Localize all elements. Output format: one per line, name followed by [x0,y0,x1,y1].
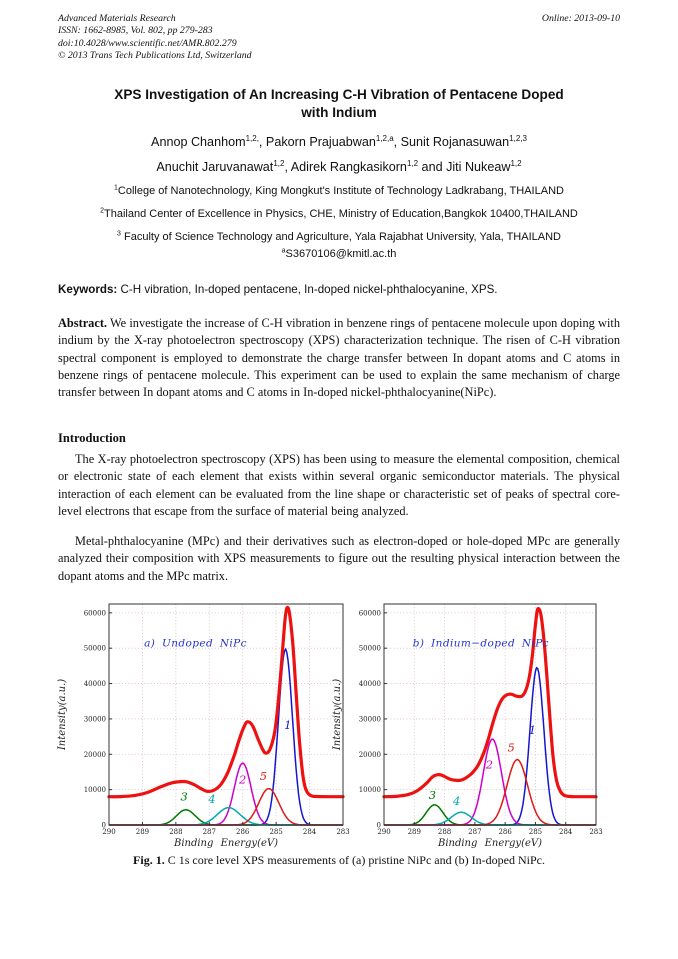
svg-text:289: 289 [136,828,149,836]
intro-paragraph-2: Metal-phthalocyanine (MPc) and their der… [58,534,620,583]
svg-text:5: 5 [260,769,267,783]
svg-text:30000: 30000 [84,715,106,723]
svg-text:283: 283 [336,828,349,836]
svg-text:287: 287 [203,828,216,836]
journal-header: Advanced Materials Research ISSN: 1662-8… [58,13,478,62]
svg-text:283: 283 [589,828,602,836]
svg-text:286: 286 [498,828,512,836]
keywords-line: Keywords: C-H vibration, In-doped pentac… [58,283,620,296]
author-line-2: Anuchit Jaruvanawat1,2, Adirek Rangkasik… [156,158,522,174]
svg-text:288: 288 [169,828,182,836]
paper-title: XPS Investigation of An Increasing C-H V… [58,86,620,122]
svg-text:a) Undoped NiPc: a) Undoped NiPc [144,637,247,649]
svg-text:3: 3 [181,790,188,804]
svg-text:0: 0 [377,822,381,830]
affiliation-3: 3 Faculty of Science Technology and Agri… [117,230,561,244]
xps-chart-undoped-nipc: 290 289 288 287 286 285 284 283 0 10000 20000 30000… [57,603,350,849]
abstract-paragraph: Abstract. We investigate the increase of… [58,315,620,401]
figure-caption-label: Fig. 1. [133,853,165,867]
affiliation-1: 1College of Nanotechnology, King Mongkut… [114,184,564,197]
svg-text:20000: 20000 [359,751,381,759]
svg-text:Binding Energy(eV): Binding Energy(eV) [437,838,542,849]
abstract-label: Abstract. [58,316,108,330]
svg-text:290: 290 [102,828,115,836]
svg-text:20000: 20000 [84,751,106,759]
doi-line: doi:10.4028/www.scientific.net/AMR.802.2… [58,37,237,49]
author-line-1: Annop Chanhom1,2,, Pakorn Prajuabwan1,2,… [151,133,527,149]
svg-text:285: 285 [529,828,542,836]
journal-name: Advanced Materials Research [58,13,176,24]
affiliation-2: 2Thailand Center of Excellence in Physic… [100,207,578,221]
svg-text:284: 284 [303,828,317,836]
svg-text:0: 0 [102,822,106,830]
online-date: Online: 2013-09-10 [541,13,620,24]
svg-text:50000: 50000 [84,645,106,653]
svg-text:40000: 40000 [84,680,106,688]
svg-text:1: 1 [529,723,536,737]
svg-text:285: 285 [269,828,282,836]
figure-caption: Fig. 1. C 1s core level XPS measurements… [58,853,620,868]
svg-text:10000: 10000 [359,786,381,794]
author-list: Annop Chanhom1,2,, Pakorn Prajuabwan1,2,… [38,130,640,180]
svg-text:286: 286 [236,828,250,836]
svg-text:290: 290 [377,828,390,836]
svg-text:60000: 60000 [359,609,381,617]
svg-text:50000: 50000 [359,645,381,653]
svg-text:4: 4 [207,792,215,806]
svg-text:1: 1 [284,718,291,732]
paper-title-line2: with Indium [301,105,377,120]
figure-caption-text: C 1s core level XPS measurements of (a) … [164,853,545,867]
paper-title-line1: XPS Investigation of An Increasing C-H V… [114,87,564,102]
svg-text:284: 284 [559,828,573,836]
svg-text:Binding Energy(eV): Binding Energy(eV) [173,838,278,849]
svg-text:Intensity(a.u.): Intensity(a.u.) [57,679,68,751]
svg-text:288: 288 [438,828,451,836]
svg-text:3: 3 [429,788,436,802]
issn-line: ISSN: 1662-8985, Vol. 802, pp 279-283 [58,25,213,37]
svg-text:10000: 10000 [84,786,106,794]
svg-text:b) Indium−doped NiPc: b) Indium−doped NiPc [413,637,549,649]
svg-text:2: 2 [238,772,246,786]
svg-text:2: 2 [485,757,493,771]
affiliation-list: 1College of Nanotechnology, King Mongkut… [38,180,640,250]
svg-text:40000: 40000 [359,680,381,688]
keywords-label: Keywords: [58,283,118,296]
svg-text:4: 4 [452,794,460,808]
svg-text:Intensity(a.u.): Intensity(a.u.) [332,679,343,751]
copyright-line: © 2013 Trans Tech Publications Ltd, Swit… [58,49,252,61]
xps-chart-indium-doped-nipc: 290 289 288 287 286 285 284 283 0 10000 20000 30000… [332,603,603,849]
section-heading-introduction: Introduction [58,431,126,445]
svg-text:60000: 60000 [84,609,106,617]
keywords-text: C-H vibration, In-doped pentacene, In-do… [117,283,498,296]
abstract-text: We investigate the increase of C-H vibra… [58,316,620,400]
svg-text:30000: 30000 [359,715,381,723]
svg-text:289: 289 [408,828,421,836]
svg-text:287: 287 [468,828,481,836]
intro-paragraph-1: The X-ray photoelectron spectroscopy (XP… [58,452,620,518]
contact-email: aS3670106@kmitl.ac.th [281,247,397,260]
svg-text:5: 5 [508,740,515,754]
